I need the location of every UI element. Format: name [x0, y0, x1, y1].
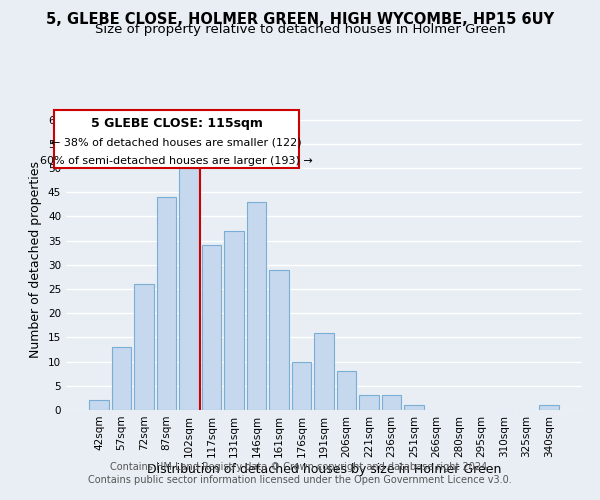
Bar [314, 332, 334, 410]
Text: 5, GLEBE CLOSE, HOLMER GREEN, HIGH WYCOMBE, HP15 6UY: 5, GLEBE CLOSE, HOLMER GREEN, HIGH WYCOM… [46, 12, 554, 28]
X-axis label: Distribution of detached houses by size in Holmer Green: Distribution of detached houses by size … [147, 462, 501, 475]
Bar [539, 405, 559, 410]
Text: 60% of semi-detached houses are larger (193) →: 60% of semi-detached houses are larger (… [40, 156, 313, 166]
Text: Contains HM Land Registry data © Crown copyright and database right 2024.: Contains HM Land Registry data © Crown c… [110, 462, 490, 472]
Y-axis label: Number of detached properties: Number of detached properties [29, 162, 43, 358]
Bar [269, 270, 289, 410]
Bar [292, 362, 311, 410]
Text: 5 GLEBE CLOSE: 115sqm: 5 GLEBE CLOSE: 115sqm [91, 118, 263, 130]
Bar [157, 197, 176, 410]
Bar [202, 246, 221, 410]
Bar [134, 284, 154, 410]
Bar [404, 405, 424, 410]
Bar [89, 400, 109, 410]
Bar [179, 168, 199, 410]
Bar [382, 396, 401, 410]
Text: ← 38% of detached houses are smaller (122): ← 38% of detached houses are smaller (12… [51, 138, 302, 147]
Text: Size of property relative to detached houses in Holmer Green: Size of property relative to detached ho… [95, 22, 505, 36]
Bar [359, 396, 379, 410]
Bar [337, 372, 356, 410]
Bar [112, 347, 131, 410]
Bar [247, 202, 266, 410]
Bar [224, 231, 244, 410]
Text: Contains public sector information licensed under the Open Government Licence v3: Contains public sector information licen… [88, 475, 512, 485]
